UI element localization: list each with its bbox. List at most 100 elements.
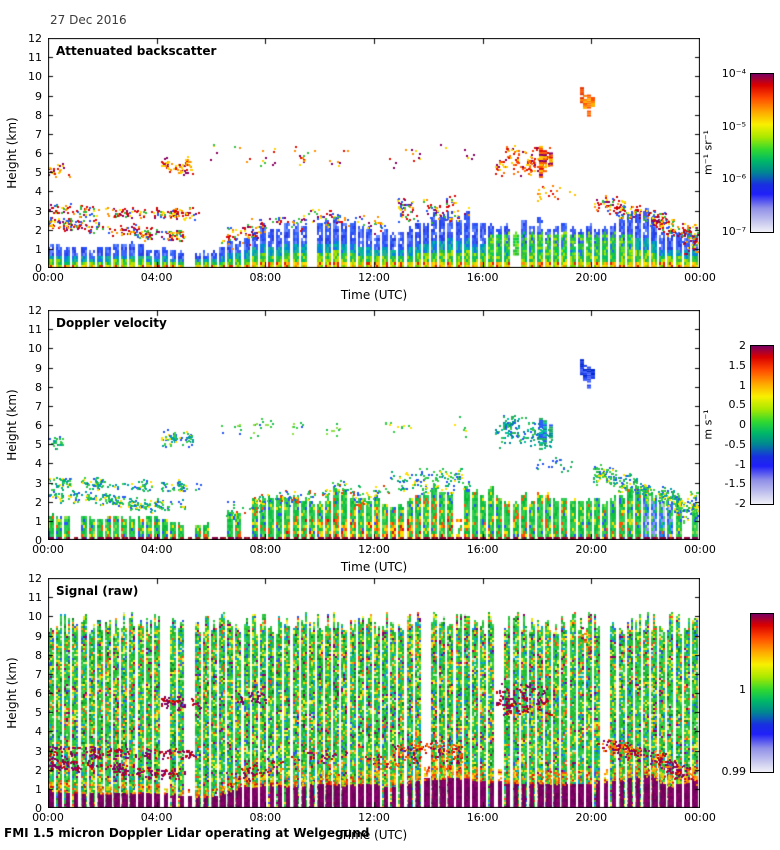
x-tick-label: 04:00 [140, 271, 173, 284]
y-axis-ticks: 0 1 2 3 4 5 6 7 8 9 10 11 12 [0, 304, 42, 547]
colorbar-tick-label: 10⁻⁵ [721, 119, 746, 133]
y-axis-label: Height (km) [5, 117, 19, 189]
y-tick-label: 7 [35, 127, 42, 141]
colorbar-tick-label: 10⁻⁴ [721, 67, 746, 80]
panel-velocity: Doppler velocity 0 1 2 3 4 5 6 7 8 9 10 11 12 00:00 0… [0, 304, 780, 578]
y-tick-label: 4 [35, 725, 42, 739]
x-tick-label: 00:00 [684, 271, 716, 284]
colorbar-tick-label: 1.5 [728, 358, 747, 372]
y-tick-label: 1 [35, 782, 42, 796]
colorbar-ticks: 1 0.99 [698, 578, 747, 808]
y-tick-label: 5 [35, 706, 42, 720]
x-tick-label: 00:00 [32, 543, 64, 556]
panel-title-velocity: Doppler velocity [56, 316, 167, 330]
x-tick-label: 00:00 [32, 811, 64, 824]
x-tick-label: 12:00 [358, 271, 390, 284]
y-tick-label: 0 [35, 262, 42, 275]
y-tick-label: 6 [35, 687, 42, 700]
colorbar-tick-label: 0.99 [721, 765, 747, 778]
y-tick-label: 3 [35, 476, 42, 490]
y-tick-label: 2 [35, 495, 42, 509]
x-axis-label: Time (UTC) [340, 288, 408, 302]
y-tick-label: 11 [28, 323, 42, 337]
colorbar-tick-label: 1 [739, 682, 746, 696]
panel-signal: Signal (raw) 0 1 2 3 4 5 6 7 8 9 10 11 12 00:00 04:00… [0, 572, 780, 846]
y-tick-label: 6 [35, 147, 42, 160]
y-tick-label: 8 [35, 380, 42, 394]
y-tick-label: 1 [35, 514, 42, 528]
x-tick-label: 04:00 [140, 543, 173, 556]
colorbar-unit: m s⁻¹ [701, 409, 715, 440]
x-tick-label: 00:00 [684, 543, 716, 556]
y-tick-label: 2 [35, 223, 42, 237]
colorbar-unit [702, 645, 715, 741]
y-tick-label: 12 [28, 572, 42, 585]
x-tick-label: 20:00 [575, 271, 608, 284]
colorbar-tick-label: 2 [739, 339, 746, 352]
y-tick-label: 3 [35, 744, 42, 758]
y-tick-label: 11 [28, 591, 42, 605]
colorbar-unit: m⁻¹ sr⁻¹ [701, 130, 715, 175]
y-tick-label: 4 [35, 185, 42, 199]
colorbar-tick-label: -2 [735, 497, 746, 510]
x-tick-label: 12:00 [358, 811, 390, 824]
y-axis-label: Height (km) [5, 389, 19, 461]
colorbar-signal [750, 613, 774, 773]
colorbar-tick-label: 10⁻⁶ [721, 172, 746, 186]
y-tick-label: 0 [35, 802, 42, 815]
y-tick-label: 10 [28, 610, 42, 624]
colorbar-tick-label: 1 [739, 378, 746, 392]
colorbar-tick-label: 10⁻⁷ [721, 225, 746, 238]
y-tick-label: 10 [28, 70, 42, 84]
velocity-heatmap [48, 310, 700, 540]
x-tick-label: 16:00 [466, 543, 499, 556]
y-axis-ticks: 0 1 2 3 4 5 6 7 8 9 10 11 12 [0, 32, 42, 275]
y-axis-label: Height (km) [5, 657, 19, 729]
x-axis-ticks: 00:00 04:00 08:00 12:00 16:00 20:00 00:00 [0, 271, 780, 285]
x-axis-label: Time (UTC) [340, 828, 408, 842]
signal-heatmap [48, 578, 700, 808]
y-tick-label: 3 [35, 204, 42, 218]
x-tick-label: 20:00 [575, 811, 608, 824]
colorbar-ticks: 2 1.5 1 0.5 0 -0.5 -1 -1.5 -2 [698, 310, 746, 540]
colorbar-tick-label: 0.5 [728, 398, 747, 412]
y-tick-label: 7 [35, 667, 42, 681]
y-tick-label: 9 [35, 361, 42, 375]
x-tick-label: 04:00 [140, 811, 173, 824]
colorbar-ticks: 10⁻⁴ 10⁻⁵ 10⁻⁶ 10⁻⁷ [698, 38, 746, 268]
colorbar-tick-label: -0.5 [724, 437, 746, 451]
colorbar-velocity [750, 345, 774, 505]
panel-backscatter: Attenuated backscatter 0 1 2 3 4 5 6 7 8 9 10 11 12 … [0, 32, 780, 306]
x-tick-label: 12:00 [358, 543, 390, 556]
date-label: 27 Dec 2016 [50, 13, 127, 27]
colorbar-backscatter [750, 73, 774, 233]
x-tick-label: 16:00 [466, 811, 499, 824]
y-tick-label: 5 [35, 166, 42, 180]
x-tick-label: 00:00 [684, 811, 716, 824]
x-tick-label: 08:00 [249, 543, 282, 556]
y-tick-label: 8 [35, 648, 42, 662]
y-tick-label: 4 [35, 457, 42, 471]
y-tick-label: 11 [28, 51, 42, 65]
x-axis-label: Time (UTC) [340, 560, 408, 574]
backscatter-heatmap [48, 38, 700, 268]
colorbar-tick-label: 0 [739, 418, 746, 431]
x-tick-label: 08:00 [249, 811, 282, 824]
panel-title-signal: Signal (raw) [56, 584, 139, 598]
x-tick-label: 16:00 [466, 271, 499, 284]
y-tick-label: 7 [35, 399, 42, 413]
y-tick-label: 12 [28, 32, 42, 45]
y-tick-label: 10 [28, 342, 42, 356]
colorbar-tick-label: -1 [735, 457, 746, 471]
figure-footer: FMI 1.5 micron Doppler Lidar operating a… [4, 826, 370, 840]
x-tick-label: 00:00 [32, 271, 64, 284]
x-axis-ticks: 00:00 04:00 08:00 12:00 16:00 20:00 00:00 [0, 543, 780, 557]
y-tick-label: 0 [35, 534, 42, 547]
panel-title-backscatter: Attenuated backscatter [56, 44, 217, 58]
x-axis-ticks: 00:00 04:00 08:00 12:00 16:00 20:00 00:00 [0, 811, 780, 825]
colorbar-tick-label: -1.5 [724, 477, 746, 491]
y-tick-label: 6 [35, 419, 42, 432]
y-tick-label: 5 [35, 438, 42, 452]
x-tick-label: 20:00 [575, 543, 608, 556]
